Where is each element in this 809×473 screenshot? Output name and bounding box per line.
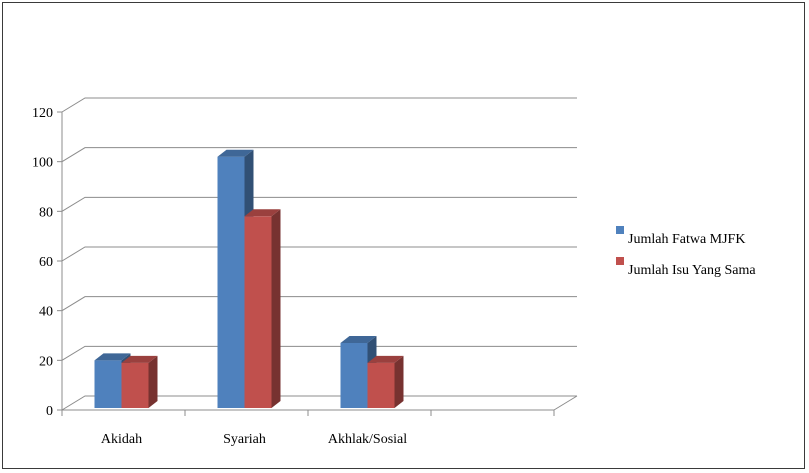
legend-swatch: [616, 226, 624, 234]
bar-top: [244, 209, 281, 217]
y-tick-label: 100: [32, 156, 53, 171]
gridline: [61, 246, 577, 262]
bar-top: [340, 335, 377, 343]
gridline: [61, 196, 577, 212]
legend-label: Jumlah Isu Yang Sama: [628, 263, 756, 278]
y-tick-label: 0: [46, 404, 53, 419]
x-tick-label: Akhlak/Sosial: [328, 432, 407, 447]
bar-side: [148, 355, 158, 408]
gridline: [61, 296, 577, 312]
y-tick-label: 40: [39, 305, 53, 320]
bar-top: [217, 149, 254, 157]
gridline: [61, 345, 577, 361]
y-tick-label: 60: [39, 255, 53, 270]
bar-side: [271, 209, 281, 408]
bar: [217, 156, 245, 408]
bar: [94, 360, 122, 408]
legend-swatch: [616, 257, 624, 265]
bar: [367, 362, 395, 408]
bar-top: [94, 353, 131, 361]
y-tick-label: 20: [39, 354, 53, 369]
y-tick-label: 80: [39, 205, 53, 220]
gridline: [61, 395, 577, 411]
legend-label: Jumlah Fatwa MJFK: [628, 232, 745, 247]
y-tick-label: 120: [32, 106, 53, 121]
floor-edge: [553, 395, 578, 411]
bar: [121, 362, 149, 408]
bar-top: [121, 355, 158, 363]
x-tick-label: Syariah: [223, 432, 266, 447]
bar-top: [367, 355, 404, 363]
x-tick-label: Akidah: [101, 432, 142, 447]
bar-side: [394, 355, 404, 408]
gridline: [61, 97, 577, 113]
bar: [244, 216, 272, 408]
bar: [340, 342, 368, 408]
gridline: [61, 147, 577, 163]
